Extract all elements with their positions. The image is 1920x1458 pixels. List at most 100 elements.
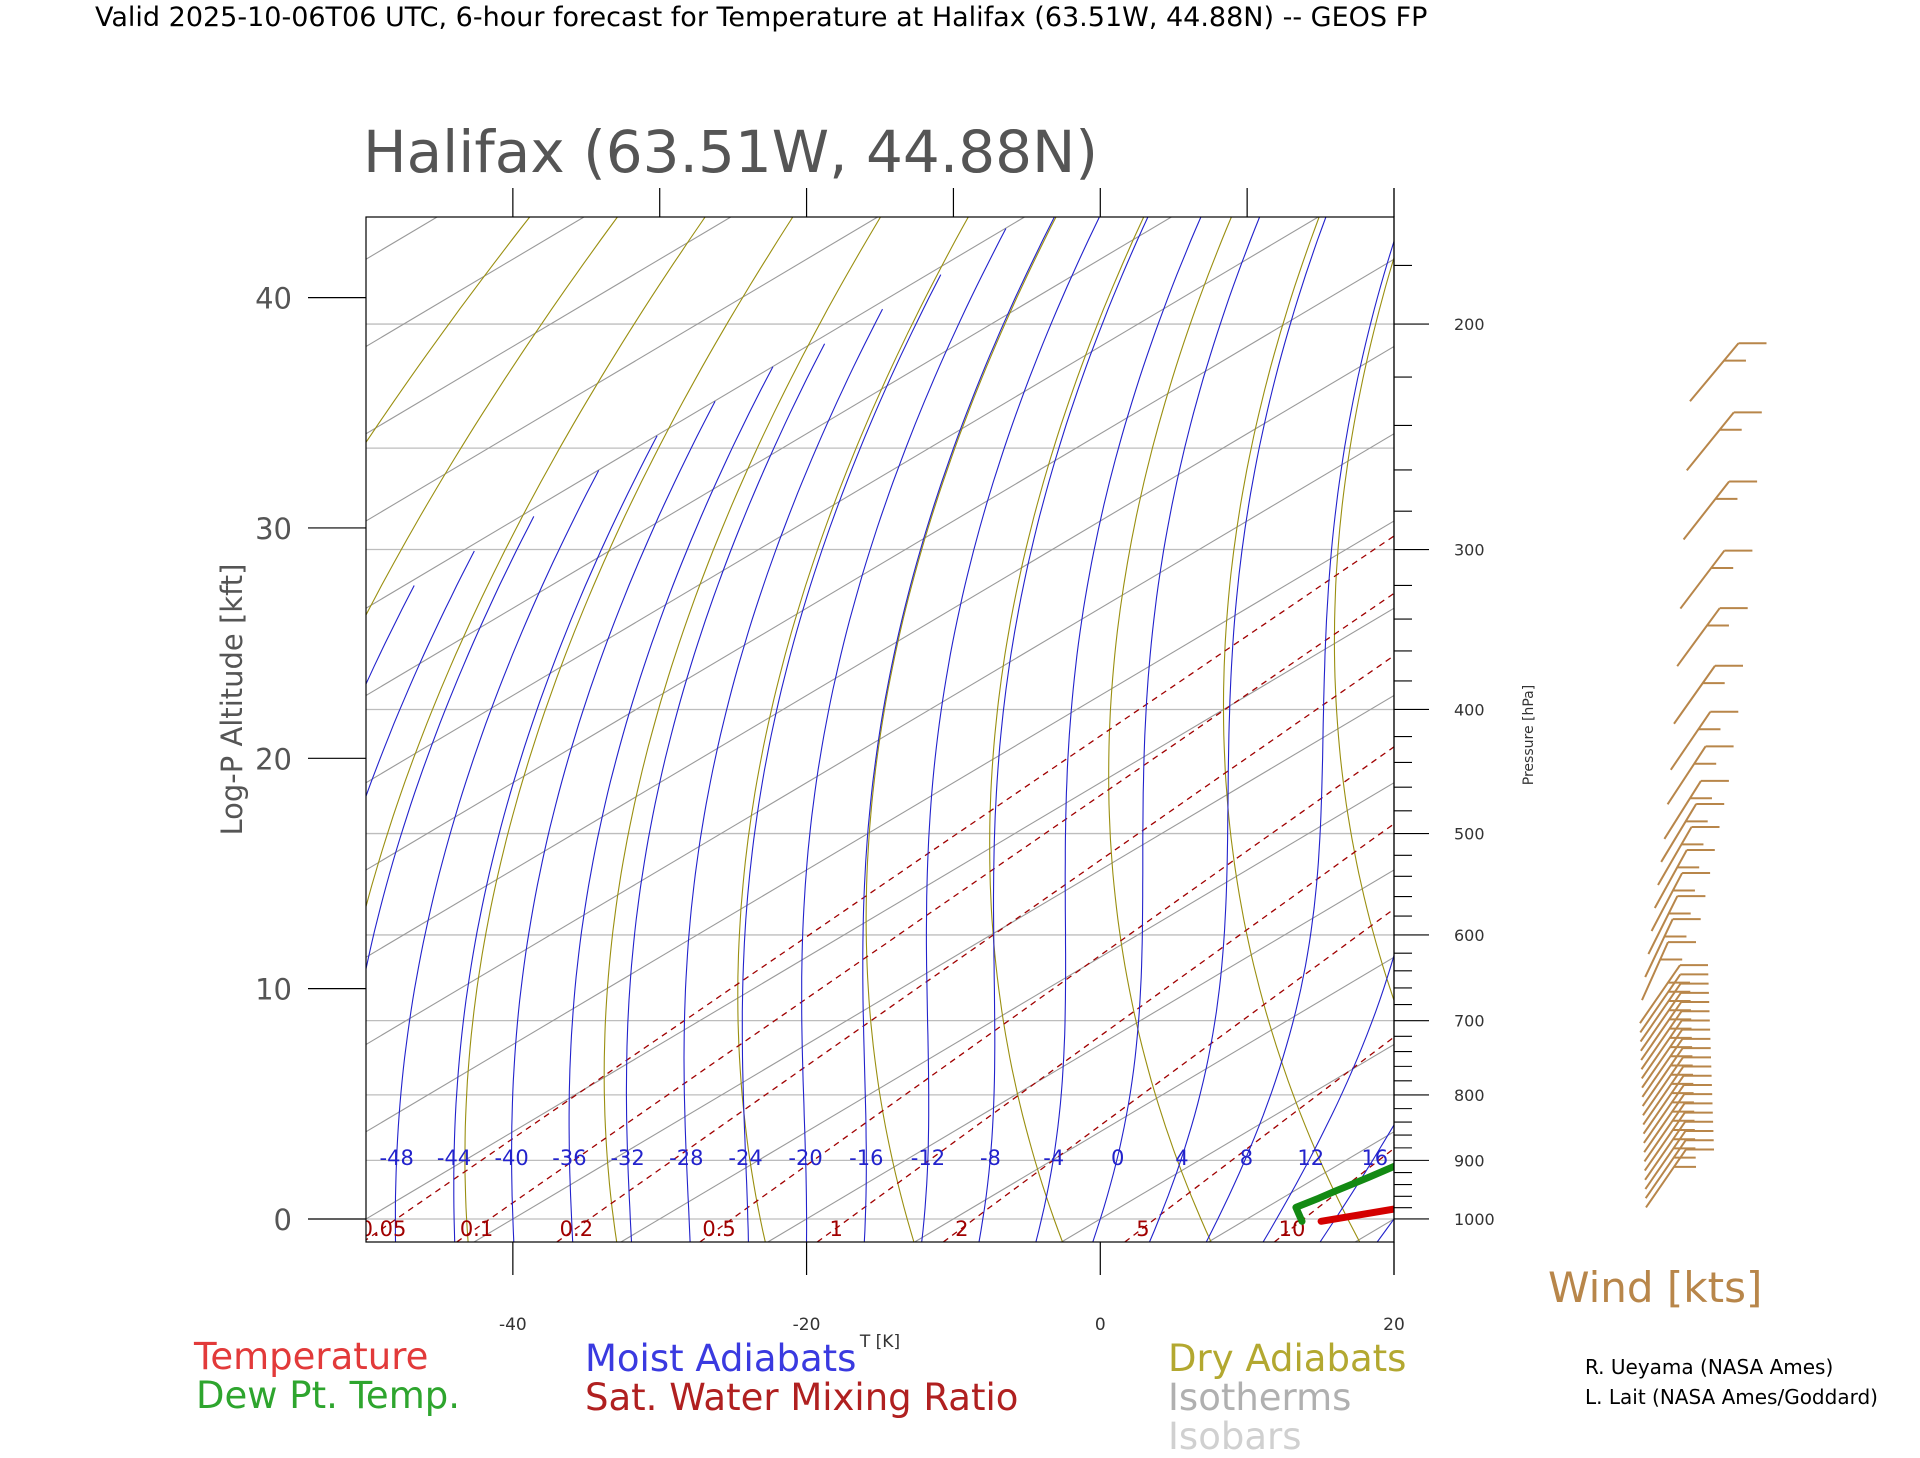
pressure-tick-label: 700	[1454, 1012, 1485, 1031]
moist-adiabat-label: -24	[728, 1146, 762, 1170]
mixing-ratio-line	[700, 217, 1920, 1242]
mixing-ratio-label: 0.1	[460, 1217, 493, 1241]
x-tick-label: 20	[1383, 1315, 1405, 1335]
moist-adiabat-label: 8	[1240, 1146, 1253, 1170]
moist-adiabat-label: -8	[980, 1146, 1001, 1170]
dry-adiabat-line	[604, 217, 880, 1242]
dry-adiabat-line	[1744, 217, 1920, 1242]
wind-barb-staff	[1648, 896, 1677, 954]
moist-adiabat-label: -36	[552, 1146, 586, 1170]
wind-barb-staff	[1664, 781, 1701, 839]
x-tick-label: -40	[499, 1315, 527, 1335]
wind-barb-staff	[1677, 608, 1720, 666]
moist-adiabat-line	[1206, 217, 1402, 1242]
y-tick-label: 30	[255, 512, 292, 546]
isotherm-line	[1208, 217, 1920, 1242]
wind-barb-staff	[1668, 746, 1706, 804]
moist-adiabat-line	[979, 217, 1148, 1242]
dry-adiabat-line	[1839, 217, 1920, 1242]
isotherm-line	[0, 217, 731, 1242]
wind-barb-staff	[1652, 873, 1683, 931]
isotherm-line	[180, 217, 1905, 1242]
credit-1: R. Ueyama (NASA Ames)	[1585, 1355, 1833, 1379]
mixing-ratio-label: 0.5	[702, 1217, 735, 1241]
isotherm-line	[1355, 217, 1920, 1242]
mixing-ratio-line	[817, 217, 1920, 1242]
moist-adiabat-line	[802, 229, 1006, 1243]
moist-adiabat-line	[1036, 217, 1201, 1242]
dry-adiabat-line	[1224, 217, 1360, 1242]
isotherm-line	[621, 217, 1920, 1242]
y-axis-label: Log-P Altitude [kft]	[215, 563, 249, 835]
moist-adiabat-label: 12	[1297, 1146, 1324, 1170]
mixing-ratio-line	[1274, 217, 1920, 1242]
isotherm-line	[0, 217, 1318, 1242]
isotherm-line	[0, 217, 584, 1242]
pressure-tick-label: 300	[1454, 541, 1485, 560]
mixing-ratio-line	[363, 217, 1865, 1242]
header-text: Valid 2025-10-06T06 UTC, 6-hour forecast…	[95, 2, 1427, 33]
moist-adiabat-label: 4	[1175, 1146, 1188, 1170]
x-tick-label: 0	[1095, 1315, 1106, 1335]
dewpoint-profile	[1296, 224, 1920, 1221]
moist-adiabat-line	[1150, 217, 1326, 1242]
moist-adiabat-line	[742, 275, 941, 1242]
y-tick-label: 10	[255, 973, 292, 1007]
dry-adiabat-line	[1646, 217, 1920, 1242]
moist-adiabat-label: 16	[1361, 1146, 1388, 1170]
pressure-tick-label: 500	[1454, 825, 1485, 844]
pressure-axis-label: Pressure [hPa]	[1521, 685, 1537, 785]
wind-barb-staff	[1687, 412, 1734, 470]
moist-adiabat-label: -40	[494, 1146, 528, 1170]
wind-barb-staff	[1661, 804, 1696, 862]
wind-barb-staff	[1642, 942, 1668, 1000]
pressure-tick-label: 600	[1454, 926, 1485, 945]
mixing-ratio-label: 0.2	[560, 1217, 593, 1241]
plot-title: Halifax (63.51W, 44.88N)	[363, 118, 1098, 186]
wind-barb-staff	[1655, 850, 1687, 908]
moist-adiabat-label: -32	[610, 1146, 644, 1170]
pressure-tick-label: 200	[1454, 315, 1485, 334]
wind-barb-staff	[1684, 481, 1730, 539]
isotherm-line	[34, 217, 1759, 1242]
pressure-tick-label: 900	[1454, 1151, 1485, 1170]
moist-adiabat-line	[626, 344, 824, 1242]
mixing-ratio-label: 1	[829, 1217, 842, 1241]
dry-adiabat-line	[990, 217, 1144, 1242]
moist-adiabat-label: 0	[1111, 1146, 1124, 1170]
y-tick-label: 40	[255, 282, 292, 316]
moist-adiabat-label: -28	[669, 1146, 703, 1170]
legend-dewpoint: Dew Pt. Temp.	[196, 1377, 460, 1414]
moist-adiabat-line	[1093, 217, 1260, 1242]
legend-wind: Wind [kts]	[1548, 1269, 1762, 1306]
pressure-tick-label: 800	[1454, 1086, 1485, 1105]
dry-adiabat-line	[22, 217, 529, 1242]
moist-adiabat-line	[922, 217, 1100, 1242]
data-lines	[1296, 224, 1920, 1221]
temperature-profile	[1321, 224, 1920, 1221]
legend-isobars: Isobars	[1168, 1418, 1301, 1455]
wind-barb-staff	[1658, 827, 1692, 885]
isotherm-line	[915, 217, 1920, 1242]
legend-moist-adiabats: Moist Adiabats	[585, 1340, 856, 1377]
legend-dry-adiabats: Dry Adiabats	[1168, 1340, 1406, 1377]
pressure-tick-label: 400	[1454, 700, 1485, 719]
x-axis-label: T [K]	[859, 1332, 900, 1352]
dry-adiabat-line	[1109, 217, 1232, 1242]
mixing-ratio-line	[943, 217, 1920, 1242]
moist-adiabat-label: -12	[911, 1146, 945, 1170]
y-tick-label: 20	[255, 742, 292, 776]
moist-adiabat-label: -48	[380, 1146, 414, 1170]
moist-adiabat-line	[569, 367, 773, 1242]
legend-isotherms: Isotherms	[1168, 1379, 1351, 1416]
wind-barbs	[1640, 343, 1767, 1207]
mixing-ratio-label: 2	[955, 1217, 968, 1241]
wind-barb-staff	[1645, 919, 1673, 977]
y-tick-label: 0	[274, 1203, 292, 1237]
background-lines	[0, 164, 1920, 1242]
moist-adiabat-line	[395, 470, 598, 1242]
dry-adiabat-line	[320, 217, 706, 1242]
isotherm-line	[0, 217, 1025, 1242]
pressure-tick-label: 1000	[1454, 1210, 1495, 1229]
